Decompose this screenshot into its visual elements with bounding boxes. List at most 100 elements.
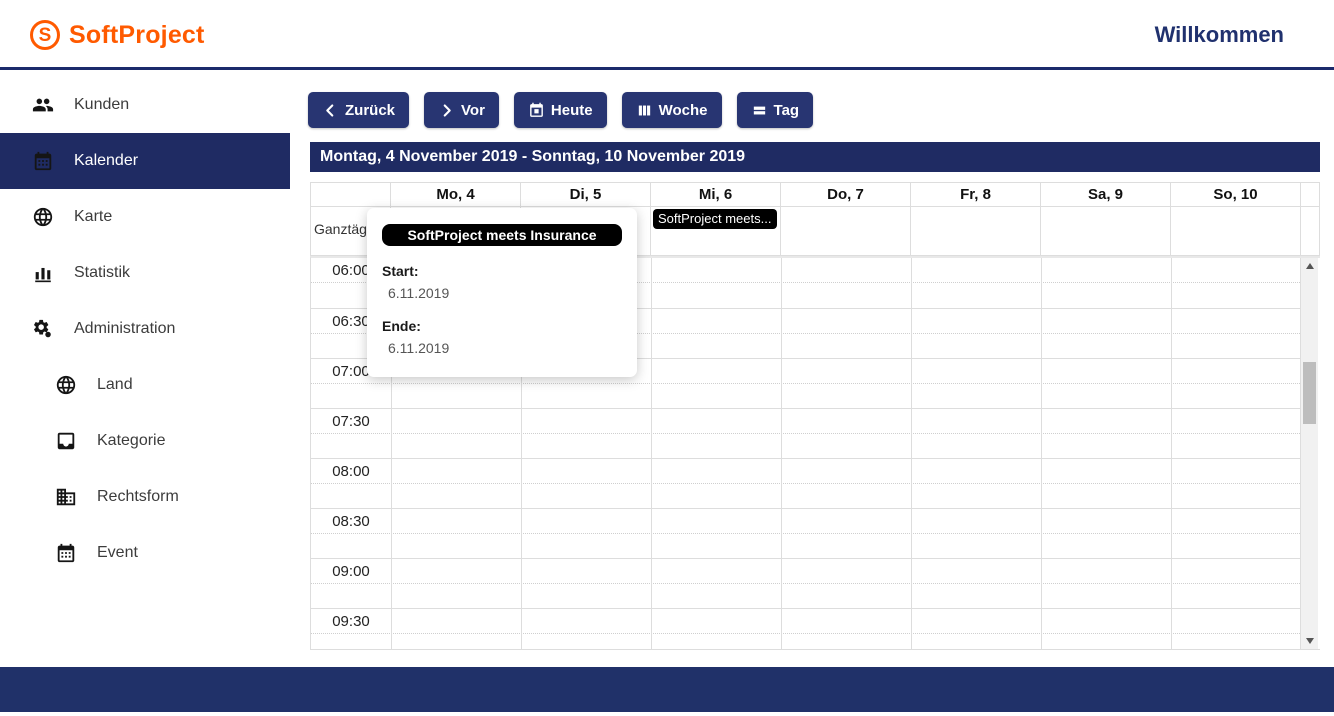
sidebar-item-label: Rechtsform (97, 488, 179, 505)
vertical-scrollbar[interactable] (1301, 258, 1318, 649)
sidebar-item-land[interactable]: Land (0, 357, 290, 413)
sidebar-item-label: Kategorie (97, 432, 166, 449)
time-label: 09:00 (332, 563, 370, 580)
time-row[interactable]: 08:30 (311, 508, 1300, 558)
time-label: 07:30 (332, 413, 370, 430)
allday-cell[interactable] (1171, 207, 1301, 255)
week-label: Woche (658, 101, 708, 119)
scroll-down-icon[interactable] (1301, 633, 1318, 649)
end-value: 6.11.2019 (388, 340, 450, 356)
allday-cell[interactable] (521, 207, 651, 255)
time-row[interactable]: 09:30 (311, 608, 1300, 649)
calendar-range-title: Montag, 4 November 2019 - Sonntag, 10 No… (310, 142, 1320, 172)
day-header-cells: Mo, 4 Di, 5 Mi, 6 Do, 7 Fr, 8 Sa, 9 So, 10 (391, 183, 1301, 206)
start-label: Start: (382, 263, 419, 279)
softproject-logo-icon: S (30, 20, 60, 50)
grid-line (781, 258, 782, 649)
building-icon (55, 486, 77, 508)
sidebar-item-label: Karte (74, 208, 113, 225)
chevron-right-icon (438, 102, 455, 119)
day-header-cell: Mi, 6 (651, 183, 781, 206)
back-button[interactable]: Zurück (308, 92, 410, 128)
allday-cell[interactable] (781, 207, 911, 255)
time-label: 08:30 (332, 513, 370, 530)
brand[interactable]: S SoftProject (30, 0, 205, 70)
sidebar: Kunden Kalender Karte Statistik Administrati… (0, 77, 290, 581)
day-view-button[interactable]: Tag (736, 92, 814, 128)
sidebar-item-rechtsform[interactable]: Rechtsform (0, 469, 290, 525)
time-row[interactable]: 08:00 (311, 458, 1300, 508)
forward-label: Vor (461, 101, 485, 119)
time-grid: 06:00 06:30 07:00 07:30 08:00 08:30 09:00 09:30 (311, 258, 1301, 649)
bar-chart-icon (32, 262, 54, 284)
calendar-icon (55, 542, 77, 564)
forward-button[interactable]: Vor (424, 92, 499, 128)
time-row[interactable]: 09:00 (311, 558, 1300, 608)
day-header-cell: Mo, 4 (391, 183, 521, 206)
time-row[interactable]: 07:00 (311, 358, 1300, 408)
event-tooltip-title: SoftProject meets Insurance (382, 224, 622, 246)
globe-icon (32, 206, 54, 228)
sidebar-item-event[interactable]: Event (0, 525, 290, 581)
time-column-stub (311, 183, 391, 206)
grid-line (651, 258, 652, 649)
brand-title: SoftProject (69, 20, 205, 49)
back-label: Zurück (345, 101, 396, 119)
sidebar-item-administration[interactable]: Administration (0, 301, 290, 357)
start-value: 6.11.2019 (388, 285, 450, 301)
end-label: Ende: (382, 318, 421, 334)
rows-icon (751, 102, 768, 119)
header-spacer (1301, 183, 1319, 206)
columns-icon (636, 102, 653, 119)
chevron-left-icon (322, 102, 339, 119)
grid-line (521, 258, 522, 649)
day-header-cell: Sa, 9 (1041, 183, 1171, 206)
sidebar-item-label: Statistik (74, 264, 131, 281)
time-label: 06:00 (332, 262, 370, 279)
time-label: 08:00 (332, 463, 370, 480)
welcome-text: Willkommen (1154, 22, 1284, 47)
allday-cell[interactable] (911, 207, 1041, 255)
sidebar-item-statistik[interactable]: Statistik (0, 245, 290, 301)
tray-icon (55, 430, 77, 452)
grid-line (1171, 258, 1172, 649)
main-content: Zurück Vor Heute Woche (308, 0, 1320, 716)
grid-line (911, 258, 912, 649)
day-header-cell: Di, 5 (521, 183, 651, 206)
time-row[interactable]: 06:00 (311, 258, 1300, 308)
sidebar-item-label: Kalender (74, 152, 139, 169)
scroll-up-icon[interactable] (1301, 258, 1318, 274)
calendar-today-icon (528, 102, 545, 119)
sidebar-item-kalender[interactable]: Kalender (0, 133, 290, 189)
globe-icon (55, 374, 77, 396)
allday-cells: SoftProject meets... (391, 207, 1301, 255)
allday-cell[interactable]: SoftProject meets... (651, 207, 781, 255)
grid-line (1041, 258, 1042, 649)
calendar-toolbar: Zurück Vor Heute Woche (308, 92, 814, 128)
sidebar-item-kunden[interactable]: Kunden (0, 77, 290, 133)
calendar-icon (32, 150, 54, 172)
time-label: 09:30 (332, 613, 370, 630)
time-row[interactable]: 06:30 (311, 308, 1300, 358)
day-header-cell: Fr, 8 (911, 183, 1041, 206)
week-view-button[interactable]: Woche (621, 92, 722, 128)
allday-cell[interactable] (1041, 207, 1171, 255)
time-label: 06:30 (332, 313, 370, 330)
scrollbar-thumb[interactable] (1303, 362, 1316, 424)
time-row[interactable]: 07:30 (311, 408, 1300, 458)
sidebar-item-kategorie[interactable]: Kategorie (0, 413, 290, 469)
event-tooltip: SoftProject meets Insurance Start: 6.11.… (367, 208, 637, 377)
day-header-row: Mo, 4 Di, 5 Mi, 6 Do, 7 Fr, 8 Sa, 9 So, 10 (310, 182, 1320, 207)
people-icon (32, 94, 54, 116)
sidebar-item-label: Kunden (74, 96, 130, 113)
sidebar-item-karte[interactable]: Karte (0, 189, 290, 245)
today-label: Heute (550, 101, 593, 119)
sidebar-item-label: Administration (74, 320, 176, 337)
event-chip[interactable]: SoftProject meets... (653, 209, 777, 229)
day-label: Tag (773, 101, 800, 119)
gears-icon (32, 318, 54, 340)
allday-spacer (1301, 207, 1319, 255)
footer-bar (0, 667, 1334, 712)
today-button[interactable]: Heute (513, 92, 607, 128)
grid-line (391, 258, 392, 649)
